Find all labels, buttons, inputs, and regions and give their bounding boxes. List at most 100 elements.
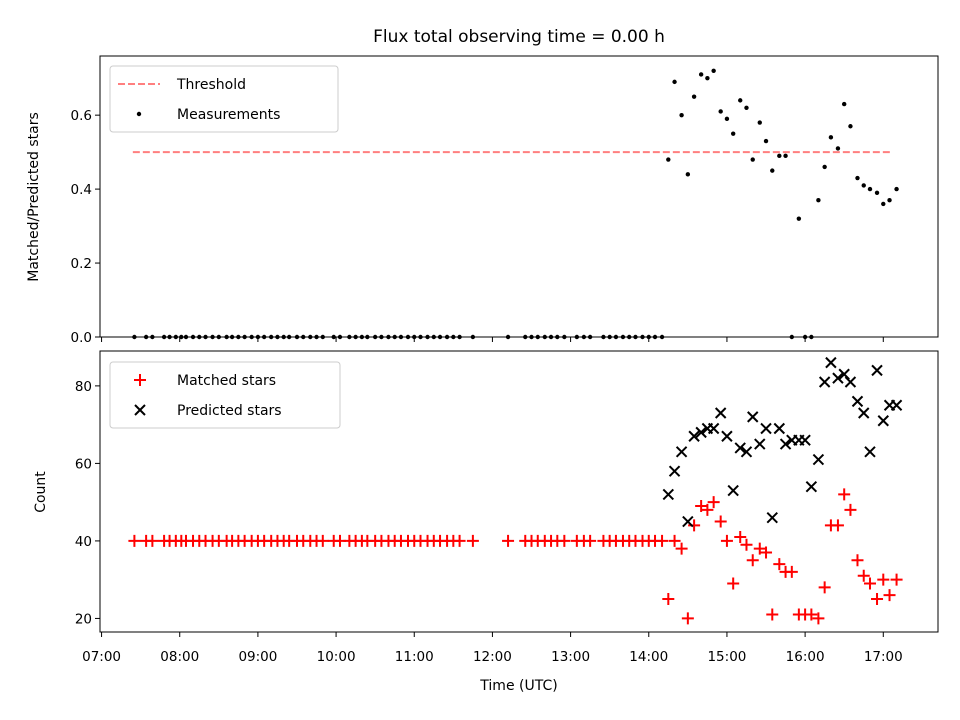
- x-tick-label: 13:00: [551, 649, 590, 665]
- measurement-point: [711, 68, 716, 73]
- predicted-point: [747, 411, 759, 423]
- predicted-point: [825, 356, 837, 369]
- measurement-point: [796, 216, 802, 221]
- bottom-legend-frame: [109, 361, 341, 429]
- matched-point: [701, 503, 714, 516]
- measurement-point: [881, 201, 886, 207]
- measurement-point: [861, 183, 866, 188]
- matched-point: [785, 565, 798, 578]
- predicted-point: [675, 446, 688, 458]
- matched-point: [871, 593, 884, 606]
- x-axis-label: Time (UTC): [479, 678, 557, 694]
- top-points-layer: [132, 68, 899, 340]
- predicted-legend-marker: [134, 404, 146, 416]
- bottom-points-layer: [128, 356, 903, 625]
- predicted-point: [773, 422, 786, 435]
- measurements-legend-marker: [136, 111, 142, 117]
- predicted-point: [721, 430, 733, 442]
- matched-point: [766, 608, 779, 621]
- measurements-legend-label: Measurements: [177, 107, 280, 123]
- predicted-point: [871, 364, 883, 377]
- measurement-point: [777, 153, 782, 159]
- matched-point: [714, 515, 727, 528]
- measurement-point: [724, 116, 730, 122]
- top-y-axis-label: Matched/Predicted stars: [26, 112, 42, 282]
- x-tick-label: 09:00: [238, 649, 277, 665]
- predicted-point: [851, 395, 864, 408]
- predicted-point: [714, 407, 727, 419]
- bottom-y-tick-label: 60: [75, 456, 92, 472]
- x-tick-label: 15:00: [707, 649, 746, 665]
- predicted-point: [799, 434, 811, 446]
- top-panel: 0.0 0.2 0.4 0.6 Matched/Predicted stars Thr…: [26, 55, 939, 346]
- measurement-point: [848, 124, 853, 129]
- bottom-legend: Matched stars Predicted stars: [109, 361, 341, 429]
- predicted-point: [760, 422, 772, 435]
- top-x-ticks: [101, 337, 884, 342]
- top-plot-frame: [99, 55, 939, 338]
- measurement-point: [822, 164, 827, 170]
- predicted-point: [734, 442, 746, 454]
- bottom-y-tick-label: 20: [75, 611, 92, 627]
- measurement-point: [770, 168, 775, 173]
- measurement-point: [894, 186, 899, 192]
- threshold-legend-label: Threshold: [176, 77, 246, 93]
- matched-point: [773, 558, 786, 571]
- measurement-point: [698, 72, 704, 77]
- predicted-point: [844, 376, 857, 388]
- measurement-point: [685, 172, 691, 177]
- measurement-point: [730, 131, 736, 136]
- matched-point: [675, 542, 688, 555]
- matched-point: [453, 534, 466, 547]
- matched-point: [753, 542, 766, 555]
- x-tick-label: 11:00: [395, 649, 434, 665]
- top-y-axis: 0.0 0.2 0.4 0.6: [71, 108, 100, 346]
- predicted-point: [695, 426, 707, 439]
- measurement-point: [750, 157, 755, 162]
- x-tick-label: 07:00: [82, 649, 121, 665]
- matched-point: [584, 534, 597, 547]
- measurement-point: [718, 109, 723, 114]
- top-y-tick-label: 0.6: [71, 108, 92, 124]
- x-tick-label: 14:00: [629, 649, 668, 665]
- measurement-point: [816, 197, 821, 203]
- measurement-point: [874, 190, 880, 196]
- matched-point: [662, 593, 675, 606]
- measurement-point: [841, 101, 847, 107]
- matched-legend-label: Matched stars: [177, 373, 276, 389]
- bottom-x-axis: 07:00 08:00 09:00 10:00 11:00 12:00 13:00 14:00…: [82, 632, 903, 665]
- measurement-point: [887, 197, 892, 203]
- matched-point: [734, 531, 747, 544]
- matched-point: [831, 519, 844, 532]
- matched-point: [146, 534, 159, 547]
- predicted-point: [688, 430, 700, 442]
- x-tick-label: 17:00: [864, 649, 903, 665]
- predicted-point: [668, 465, 681, 477]
- matched-point: [707, 496, 720, 509]
- predicted-legend-label: Predicted stars: [177, 403, 282, 419]
- matched-point: [558, 534, 571, 547]
- predicted-point: [662, 488, 675, 501]
- predicted-point: [727, 484, 739, 497]
- top-y-tick-label: 0.4: [71, 182, 92, 198]
- x-tick-label: 08:00: [160, 649, 199, 665]
- predicted-point: [864, 446, 876, 458]
- matched-point: [838, 488, 851, 501]
- predicted-point: [754, 438, 766, 450]
- matched-point: [740, 538, 753, 551]
- matched-point: [681, 612, 694, 625]
- matched-legend-marker: [134, 374, 146, 386]
- x-tick-label: 16:00: [786, 649, 825, 665]
- predicted-point: [890, 399, 903, 411]
- measurement-point: [783, 153, 788, 159]
- top-legend-frame: [109, 65, 339, 133]
- top-y-tick-label: 0.2: [71, 256, 92, 272]
- matched-point: [695, 500, 708, 513]
- measurement-point: [744, 105, 749, 110]
- matched-point: [668, 534, 681, 547]
- bottom-y-tick-label: 40: [75, 534, 92, 550]
- matched-point: [760, 546, 773, 559]
- predicted-point: [707, 422, 720, 435]
- matched-point: [466, 534, 479, 547]
